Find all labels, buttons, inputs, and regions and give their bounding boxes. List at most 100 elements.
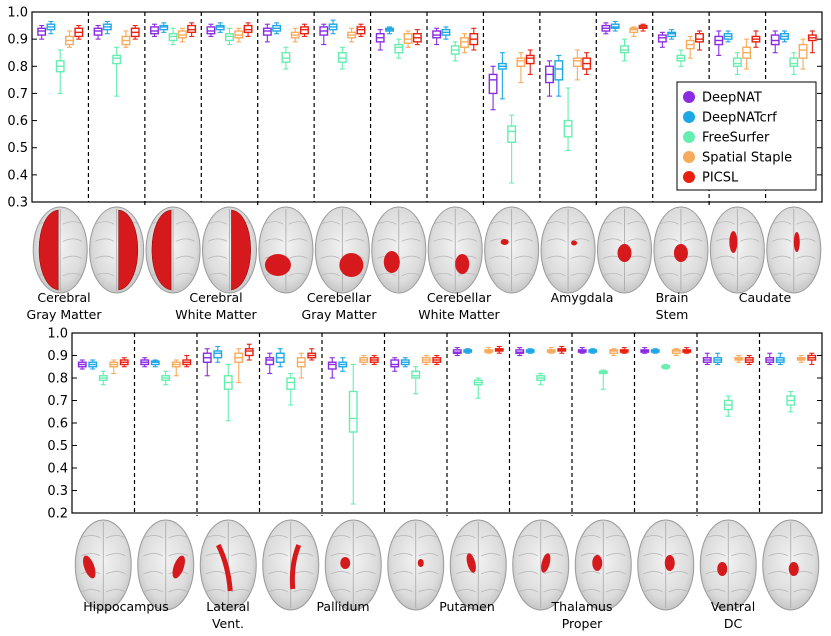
segmentation-blob bbox=[172, 555, 185, 579]
box-freesurfer bbox=[286, 372, 296, 406]
segmentation-blob bbox=[38, 209, 59, 291]
brain-thumbnail bbox=[314, 206, 370, 294]
box-picsl bbox=[432, 354, 442, 366]
region-label: Cerebellar bbox=[427, 290, 492, 305]
segmentation-blob bbox=[500, 239, 509, 245]
brain-sulcus bbox=[94, 255, 115, 259]
box-freesurfer bbox=[98, 370, 108, 386]
brain-sulcus bbox=[715, 272, 735, 277]
brain-sulcus bbox=[683, 238, 703, 242]
segmentation-blob bbox=[788, 562, 799, 576]
box-deepnatcrf bbox=[272, 22, 282, 35]
brain-sulcus bbox=[643, 589, 664, 593]
brain-sulcus bbox=[514, 272, 534, 277]
segmentation-blob bbox=[664, 555, 675, 571]
box-deepnatcrf bbox=[723, 30, 733, 43]
brain-sulcus bbox=[175, 272, 195, 277]
brain-sulcus bbox=[393, 553, 414, 557]
brain-thumbnail bbox=[427, 206, 483, 294]
y-tick-label: 1.0 bbox=[7, 6, 28, 21]
brain-sulcus bbox=[94, 238, 115, 242]
box-freesurfer bbox=[348, 363, 358, 505]
brain-sulcus bbox=[546, 238, 566, 242]
brain-thumbnail bbox=[484, 206, 540, 294]
brain-sulcus bbox=[739, 255, 760, 259]
box-iqr bbox=[572, 57, 582, 67]
brain-sulcus bbox=[344, 221, 365, 225]
y-tick-label: 0.2 bbox=[47, 507, 68, 522]
box-iqr bbox=[789, 57, 799, 67]
region-label: Brain bbox=[656, 290, 689, 305]
box-deepnatcrf bbox=[46, 20, 56, 35]
box-group bbox=[140, 354, 192, 386]
box-group bbox=[319, 19, 366, 70]
region-label: Cerebral bbox=[37, 290, 90, 305]
brain-sulcus bbox=[580, 553, 601, 557]
box-iqr bbox=[798, 43, 808, 59]
brain-thumbnail bbox=[653, 206, 709, 294]
box-picsl bbox=[619, 347, 629, 354]
brain-sulcus bbox=[393, 571, 414, 575]
box-deepnatcrf bbox=[213, 345, 223, 363]
box-freesurfer bbox=[55, 49, 65, 94]
brain-sulcus bbox=[433, 238, 453, 242]
box-deepnatcrf bbox=[667, 29, 677, 40]
box-spatial-staple bbox=[484, 347, 494, 354]
segmentation-blob bbox=[717, 562, 728, 576]
segmentation-blob bbox=[151, 209, 172, 291]
box-group bbox=[714, 30, 761, 75]
brain-thumbnail bbox=[766, 206, 822, 294]
brain-sulcus bbox=[433, 221, 453, 225]
box-spatial-staple bbox=[121, 30, 131, 48]
box-freesurfer bbox=[450, 41, 460, 62]
brain-thumbnail bbox=[512, 519, 570, 611]
box-iqr bbox=[507, 125, 517, 143]
brain-sulcus bbox=[62, 238, 82, 242]
box-iqr bbox=[732, 57, 742, 67]
y-tick-label: 0.3 bbox=[7, 196, 28, 211]
brain-sulcus bbox=[772, 272, 792, 277]
box-deepnat bbox=[515, 347, 525, 357]
box-spatial-staple bbox=[742, 38, 752, 70]
brain-sulcus bbox=[168, 535, 189, 539]
box-freesurfer bbox=[507, 114, 517, 184]
box-spatial-staple bbox=[234, 348, 244, 384]
legend-label: Spatial Staple bbox=[702, 151, 792, 166]
box-iqr bbox=[265, 357, 275, 366]
brain-sulcus bbox=[605, 535, 626, 539]
brain-sulcus bbox=[580, 571, 601, 575]
box-freesurfer bbox=[723, 395, 733, 417]
brain-sulcus bbox=[143, 553, 164, 557]
y-tick-label: 0.3 bbox=[47, 484, 68, 499]
brain-sulcus bbox=[80, 535, 101, 539]
box-spatial-staple bbox=[798, 38, 808, 70]
brain-sulcus bbox=[514, 221, 534, 225]
segmentation-blob bbox=[231, 209, 251, 291]
box-freesurfer bbox=[789, 52, 799, 75]
box-iqr bbox=[516, 57, 526, 67]
box-picsl bbox=[356, 23, 366, 37]
box-spatial-staple bbox=[421, 354, 431, 366]
brain-thumbnail bbox=[74, 519, 132, 611]
brain-sulcus bbox=[293, 589, 314, 593]
brain-sulcus bbox=[739, 272, 760, 277]
box-deepnatcrf bbox=[150, 359, 160, 368]
brain-thumbnail bbox=[89, 206, 145, 294]
box-picsl bbox=[807, 30, 817, 54]
brain-sulcus bbox=[605, 571, 626, 575]
box-deepnat bbox=[202, 348, 212, 377]
box-spatial-staple bbox=[65, 30, 74, 48]
segmentation-blob bbox=[83, 555, 96, 579]
brain-sulcus bbox=[175, 255, 195, 259]
brain-sulcus bbox=[393, 589, 414, 593]
box-iqr bbox=[213, 350, 223, 359]
box-picsl bbox=[182, 354, 192, 368]
legend-label: PICSL bbox=[702, 171, 739, 186]
box-spatial-staple bbox=[290, 27, 300, 43]
legend-swatch bbox=[683, 151, 695, 163]
brain-sulcus bbox=[793, 553, 814, 557]
y-tick-label: 0.7 bbox=[47, 394, 68, 409]
brain-sulcus bbox=[105, 553, 126, 557]
brain-sulcus bbox=[602, 238, 622, 242]
brain-sulcus bbox=[659, 272, 679, 277]
